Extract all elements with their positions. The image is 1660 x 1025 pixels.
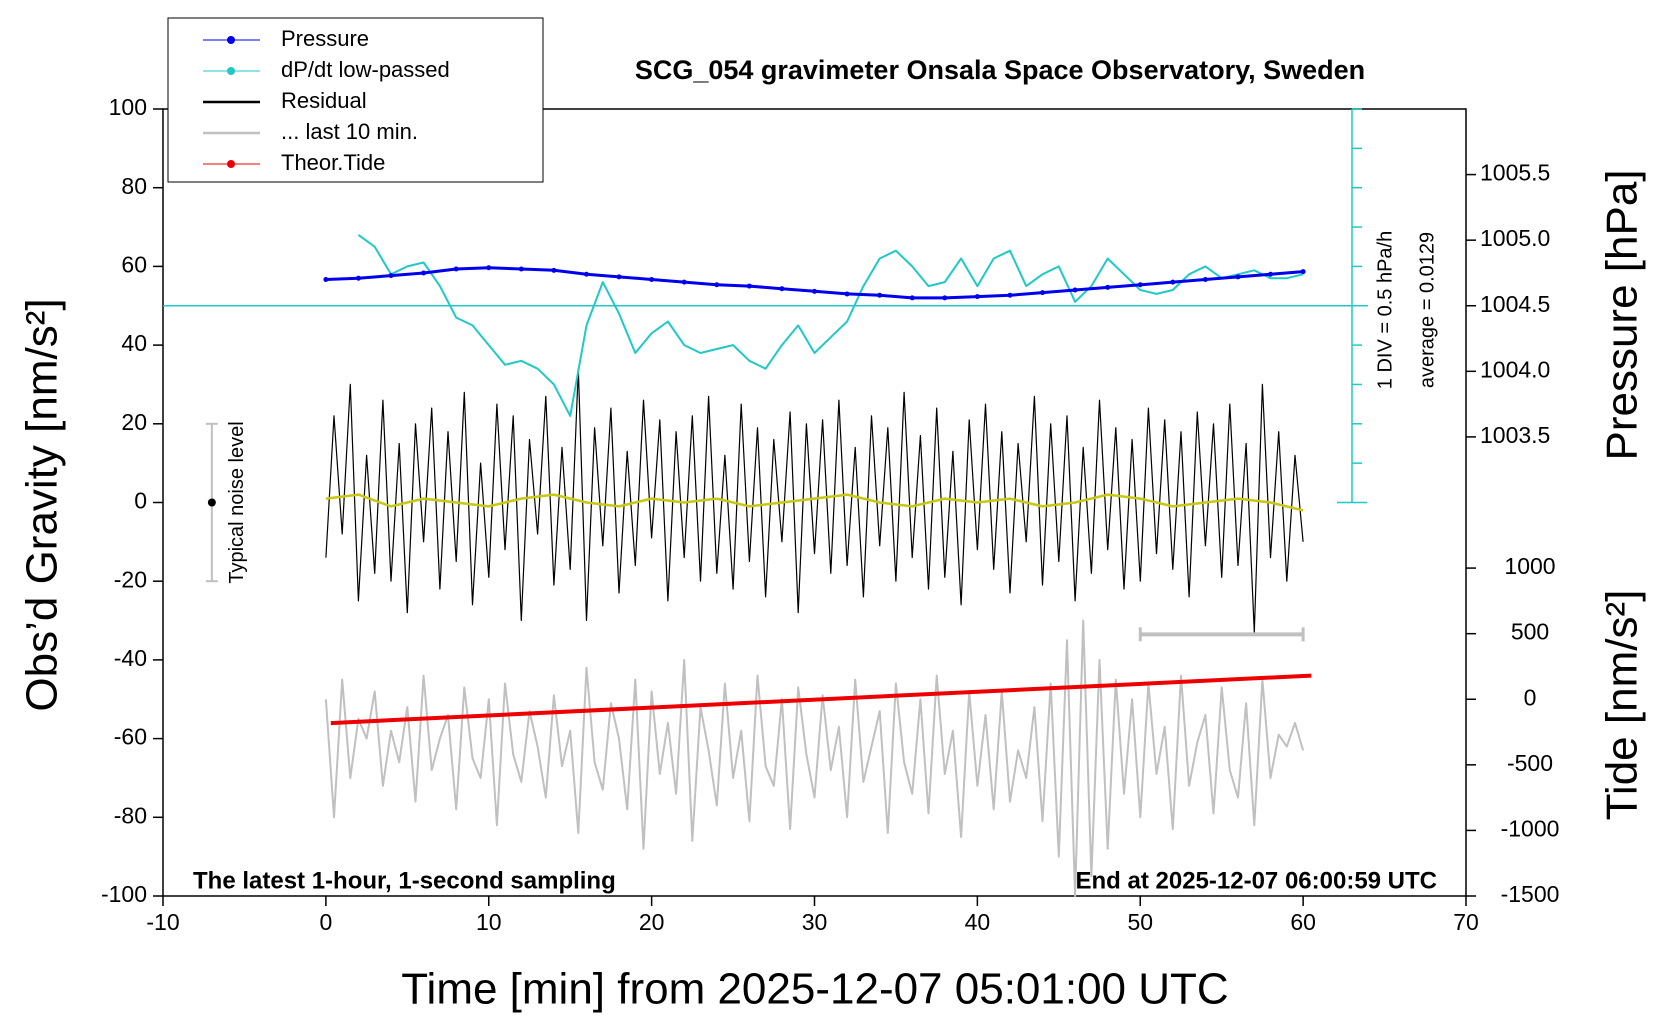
x-tick-label: 40 bbox=[965, 909, 991, 935]
dpdt-average-label: average = 0.0129 bbox=[1416, 232, 1438, 388]
y3-tick-label: 0 bbox=[1524, 684, 1537, 710]
legend-marker bbox=[227, 160, 235, 168]
y-tick-label: 20 bbox=[121, 409, 147, 435]
series-point bbox=[616, 274, 622, 280]
note-left: The latest 1-hour, 1-second sampling bbox=[193, 867, 616, 894]
series-point bbox=[746, 283, 752, 289]
y-tick-label: 0 bbox=[134, 488, 147, 514]
chart-title: SCG_054 gravimeter Onsala Space Observat… bbox=[635, 55, 1365, 85]
series-line bbox=[330, 673, 1312, 726]
series-point bbox=[942, 295, 948, 301]
series-point bbox=[1105, 284, 1111, 290]
x-tick-label: -10 bbox=[146, 909, 179, 935]
legend-label: ... last 10 min. bbox=[281, 119, 418, 144]
series-point bbox=[714, 282, 720, 288]
y-tick-label: 60 bbox=[121, 251, 147, 277]
series-point bbox=[681, 279, 687, 285]
dpdt-div-label: 1 DIV = 0.5 hPa/h bbox=[1374, 231, 1396, 389]
series-point bbox=[812, 288, 817, 294]
y3-tick-label: -1500 bbox=[1501, 881, 1560, 907]
y2-tick-label: 1005.0 bbox=[1480, 225, 1550, 251]
series-point bbox=[844, 291, 850, 297]
y3-tick-label: 500 bbox=[1511, 619, 1549, 645]
x-tick-label: 50 bbox=[1127, 909, 1153, 935]
x-tick-label: 10 bbox=[476, 909, 502, 935]
y2-tick-label: 1005.5 bbox=[1480, 160, 1550, 186]
series-point bbox=[1040, 290, 1046, 296]
y2-tick-label: 1004.5 bbox=[1480, 291, 1550, 317]
series-point bbox=[1300, 269, 1306, 275]
series-point bbox=[388, 273, 394, 279]
legend-label: Residual bbox=[281, 88, 367, 113]
legend: Pressure dP/dt low-passed Residual ... last… bbox=[167, 17, 544, 183]
y2-axis-label: Pressure [hPa] bbox=[1598, 169, 1647, 460]
series-point bbox=[355, 275, 361, 281]
y-tick-label: 100 bbox=[109, 94, 147, 120]
y-tick-label: -40 bbox=[114, 645, 147, 671]
y-tick-label: 80 bbox=[121, 173, 147, 199]
y2-tick-label: 1004.0 bbox=[1480, 356, 1550, 382]
series-point bbox=[1170, 279, 1176, 285]
series-point bbox=[1235, 274, 1241, 280]
y3-tick-label: -500 bbox=[1507, 750, 1553, 776]
series-point bbox=[323, 277, 329, 283]
series-point bbox=[551, 267, 557, 273]
residual-smoothed-line bbox=[325, 493, 1304, 512]
series-point bbox=[486, 265, 492, 271]
series-point bbox=[453, 266, 459, 272]
legend-label: Theor.Tide bbox=[281, 150, 385, 175]
y3-tick-label: -1000 bbox=[1501, 815, 1560, 841]
x-tick-label: 0 bbox=[319, 909, 332, 935]
y2-tick-label: 1003.5 bbox=[1480, 422, 1550, 448]
y-tick-label: -60 bbox=[114, 724, 147, 750]
note-right: End at 2025-12-07 06:00:59 UTC bbox=[1076, 867, 1438, 894]
y-axis-label: Obs’d Gravity [nm/s²] bbox=[18, 298, 67, 711]
x-axis-label: Time [min] from 2025-12-07 05:01:00 UTC bbox=[401, 965, 1228, 1014]
x-tick-label: 30 bbox=[802, 909, 828, 935]
series-point bbox=[1007, 292, 1013, 298]
series-line bbox=[325, 368, 1304, 633]
y-tick-label: 40 bbox=[121, 330, 147, 356]
series-point bbox=[518, 266, 524, 272]
series-point bbox=[974, 294, 980, 300]
y-tick-label: -100 bbox=[101, 881, 147, 907]
series-point bbox=[909, 295, 915, 301]
y3-axis-label: Tide [nm/s²] bbox=[1598, 590, 1647, 821]
series-point bbox=[1268, 271, 1274, 277]
legend-marker bbox=[227, 67, 235, 75]
legend-label: Pressure bbox=[281, 26, 369, 51]
series-point bbox=[1072, 287, 1078, 293]
legend-box bbox=[167, 17, 544, 183]
series-point bbox=[877, 292, 883, 298]
series-line bbox=[324, 619, 1305, 897]
x-tick-label: 60 bbox=[1290, 909, 1316, 935]
x-tick-label: 70 bbox=[1453, 909, 1479, 935]
legend-label: dP/dt low-passed bbox=[281, 57, 450, 82]
series-point bbox=[1137, 282, 1143, 288]
series-point bbox=[1202, 277, 1208, 283]
y-tick-label: -80 bbox=[114, 802, 147, 828]
legend-marker bbox=[227, 36, 235, 44]
series-point bbox=[421, 270, 427, 276]
series-point bbox=[649, 277, 655, 283]
y3-tick-label: 1000 bbox=[1504, 553, 1555, 579]
noise-bar-center bbox=[207, 498, 216, 507]
noise-label: Typical noise level bbox=[226, 421, 248, 583]
series-line bbox=[357, 234, 1304, 417]
y-tick-label: -20 bbox=[114, 566, 147, 592]
x-tick-label: 20 bbox=[639, 909, 665, 935]
series-point bbox=[583, 271, 589, 277]
series-point bbox=[779, 286, 785, 292]
